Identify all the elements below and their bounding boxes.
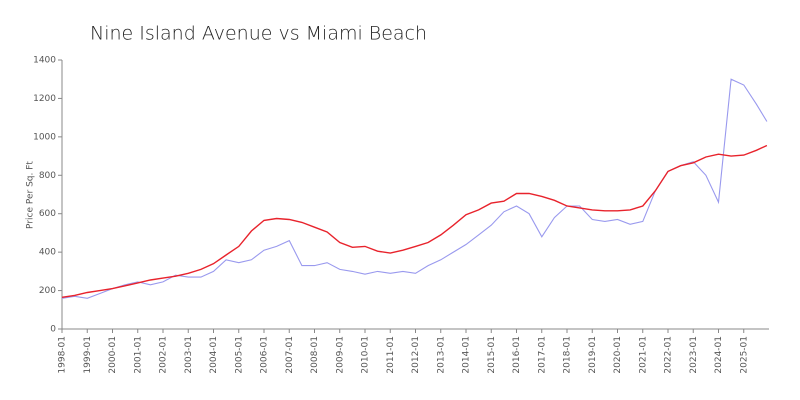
y-axis-label: Price Per Sq. Ft xyxy=(26,161,36,229)
x-tick-label: 2019-01 xyxy=(588,336,598,374)
x-tick-label: 2010-01 xyxy=(361,336,371,374)
y-tick-label: 600 xyxy=(39,209,56,219)
x-tick-label: 2022-01 xyxy=(664,336,674,374)
x-tick-label: 2003-01 xyxy=(184,336,194,374)
x-tick-label: 2024-01 xyxy=(714,336,724,374)
x-tick-label: 2004-01 xyxy=(209,336,219,374)
x-tick-label: 2023-01 xyxy=(689,336,699,374)
x-tick-label: 2008-01 xyxy=(310,336,320,374)
x-tick-label: 2017-01 xyxy=(537,336,547,374)
chart-title: Nine Island Avenue vs Miami Beach xyxy=(90,23,427,45)
y-tick-label: 1200 xyxy=(33,94,56,104)
y-tick-label: 0 xyxy=(50,325,56,335)
x-tick-label: 2013-01 xyxy=(436,336,446,374)
y-tick-label: 1400 xyxy=(33,56,56,66)
x-tick-label: 2012-01 xyxy=(411,336,421,374)
x-tick-label: 2006-01 xyxy=(260,336,270,374)
x-tick-label: 2020-01 xyxy=(613,336,623,374)
x-tick-label: 2021-01 xyxy=(638,336,648,374)
x-tick-label: 2000-01 xyxy=(108,336,118,374)
x-tick-label: 2011-01 xyxy=(386,336,396,374)
x-tick-label: 2009-01 xyxy=(335,336,345,374)
series-line xyxy=(61,78,768,299)
x-tick-label: 2025-01 xyxy=(739,336,749,374)
y-tick-label: 200 xyxy=(39,286,56,296)
x-tick-label: 2007-01 xyxy=(285,336,295,374)
x-tick-label: 1999-01 xyxy=(83,336,93,374)
series-line xyxy=(61,144,768,298)
x-tick-label: 2002-01 xyxy=(159,336,169,374)
x-tick-label: 2014-01 xyxy=(462,336,472,374)
x-tick-label: 2001-01 xyxy=(133,336,143,374)
y-tick-label: 1000 xyxy=(33,132,56,142)
x-tick-label: 2016-01 xyxy=(512,336,522,374)
y-tick-label: 800 xyxy=(39,171,56,181)
x-tick-label: 2005-01 xyxy=(234,336,244,374)
x-tick-label: 2015-01 xyxy=(487,336,497,374)
x-tick-label: 1998-01 xyxy=(58,336,68,374)
y-tick-label: 400 xyxy=(39,248,56,258)
x-tick-label: 2018-01 xyxy=(563,336,573,374)
